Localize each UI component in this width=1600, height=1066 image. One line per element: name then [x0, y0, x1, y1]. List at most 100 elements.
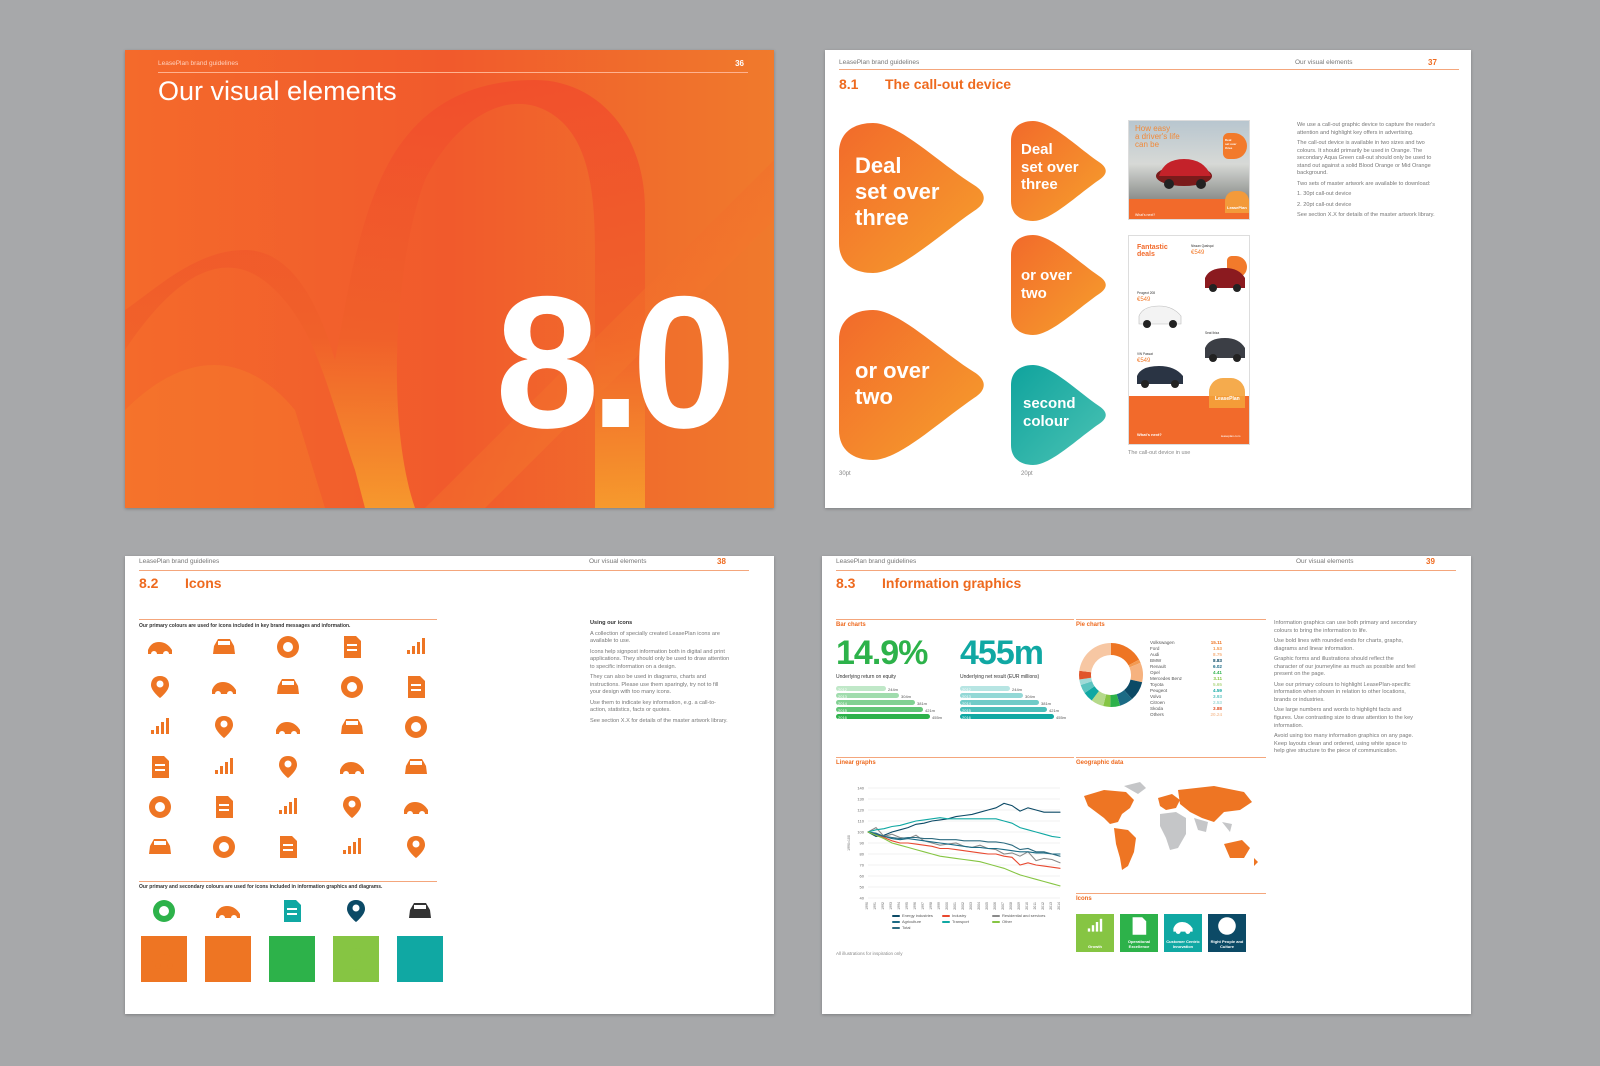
x-tick-label: 1999 — [937, 902, 941, 910]
section-title: Icons — [185, 575, 222, 591]
ad2-cta: What's next? — [1137, 432, 1162, 437]
x-tick-label: 1992 — [881, 902, 885, 910]
car-repair-icon — [337, 632, 367, 662]
pie-legend-label: BMW — [1150, 658, 1162, 663]
kpi-label: Operational Excellence — [1127, 939, 1151, 949]
section-heading: 8.1 The call-out device — [839, 76, 1011, 92]
header-rule — [158, 72, 748, 73]
driver-support-icon — [337, 672, 367, 702]
y-tick-label: 80 — [860, 852, 865, 857]
pie-legend-value: 4.59 — [1213, 688, 1222, 693]
car-sale-icon — [209, 632, 239, 662]
footnote: All illustrations for inspiration only — [836, 951, 903, 956]
kpi-tile: Right People and Culture — [1208, 914, 1246, 952]
legend-label: Other — [1002, 919, 1013, 924]
x-tick-label: 1995 — [905, 902, 909, 910]
section-heading: 8.3 Information graphics — [836, 575, 1021, 591]
car-name: Peugeot 208 — [1137, 291, 1156, 295]
x-tick-label: 2005 — [985, 902, 989, 910]
pie-slice — [1110, 694, 1121, 707]
x-tick-label: 2007 — [1001, 902, 1005, 910]
car-crash-icon — [145, 632, 175, 662]
pie-rule — [1076, 619, 1266, 620]
legend-label: Agriculture — [902, 919, 922, 924]
car-name: VW Passat — [1137, 352, 1153, 356]
secondary-icons-label: Our primary and secondary colours are us… — [139, 884, 383, 890]
x-tick-label: 2010 — [1025, 902, 1029, 910]
bar-value-label: 304m — [901, 693, 912, 699]
car-emission-icon — [405, 896, 435, 926]
running-section: Our visual elements — [589, 558, 647, 565]
pie-legend-value: 15.11 — [1210, 640, 1222, 645]
people-culture-icon — [1218, 917, 1236, 935]
x-tick-label: 2012 — [1041, 902, 1045, 910]
header-rule — [839, 69, 1459, 70]
pie-legend-value: 20.24 — [1210, 712, 1223, 717]
section-heading: 8.2 Icons — [139, 575, 222, 591]
pie-legend-value: 5.65 — [1213, 682, 1222, 687]
size-label-30pt: 30pt — [839, 471, 851, 477]
pie-legend-label: Citroen — [1150, 700, 1165, 705]
x-tick-label: 1997 — [921, 902, 925, 910]
pie-slice — [1084, 686, 1099, 701]
kpi-tile: Growth — [1076, 914, 1114, 952]
car-lift-icon — [209, 792, 239, 822]
bar-category-label: 2012 — [962, 686, 971, 692]
car-card-icon — [337, 712, 367, 742]
bar-value-label: 381m — [917, 700, 928, 706]
running-section: Our visual elements — [1296, 558, 1354, 565]
line-series — [867, 817, 1061, 839]
y-tick-label: 50 — [860, 885, 865, 890]
checklist-icon — [1132, 917, 1147, 935]
x-tick-label: 2011 — [1033, 902, 1037, 910]
pie-slice — [1079, 643, 1111, 673]
y-tick-label: 110 — [858, 819, 865, 824]
bar-category-label: 2012 — [838, 686, 847, 692]
bar-category-label: 2013 — [962, 693, 971, 699]
pie-legend-label: Others — [1150, 712, 1164, 717]
y-tick-label: 70 — [860, 863, 865, 868]
running-header: LeasePlan brand guidelines — [158, 60, 239, 67]
pie-chart — [1079, 643, 1143, 707]
page-number: 37 — [1428, 58, 1437, 67]
car-finance-icon — [145, 672, 175, 702]
section-number: 8.3 — [836, 575, 856, 591]
header-rule — [836, 570, 1456, 571]
bar-charts-heading: Bar charts — [836, 622, 866, 628]
bar-value-label: 381m — [1041, 700, 1052, 706]
primary-icons-label: Our primary colours are used for icons i… — [139, 623, 351, 629]
journeyline-graphic — [125, 50, 774, 508]
legend-label: Transport — [952, 919, 969, 924]
section-number: 8.2 — [139, 575, 159, 591]
car-arrow-icon — [141, 936, 187, 982]
ad-logo-shape — [1225, 191, 1249, 213]
bar-value-label: 244m — [1012, 686, 1023, 692]
kpi-tile: Operational Excellence — [1120, 914, 1158, 952]
infographics-body-copy: Information graphics can use both primar… — [1274, 620, 1417, 755]
y-tick-label: 40 — [860, 896, 865, 901]
section-title: The call-out device — [885, 76, 1012, 92]
location-pin-icon — [145, 752, 175, 782]
x-tick-label: 1990 — [865, 902, 869, 910]
car-service-icon — [209, 752, 239, 782]
car-fast-icon — [401, 672, 431, 702]
car-price: €549 — [1137, 297, 1151, 303]
legend-label: Industry — [952, 913, 967, 918]
car-connected-icon — [337, 792, 367, 822]
ad-example-1: How easy a driver's life can be Deal set… — [1128, 120, 1250, 220]
page-number: 38 — [717, 557, 726, 566]
y-tick-label: 60 — [860, 874, 865, 879]
ad2-headline: Fantastic deals — [1137, 244, 1168, 258]
ad2-logo-shape — [1209, 378, 1245, 408]
pie-slice — [1111, 643, 1140, 666]
x-tick-label: 2013 — [1049, 902, 1053, 910]
line-series — [867, 831, 1061, 869]
bar-category-label: 2016 — [962, 714, 971, 720]
growth-chart-icon — [401, 752, 431, 782]
car-wash-icon — [213, 896, 243, 926]
kpi-label: Customer Centric Innovation — [1166, 939, 1200, 949]
no-parking-icon — [145, 712, 175, 742]
car-breakdown-icon — [273, 632, 303, 662]
legend-swatch — [892, 926, 900, 929]
bar-rule — [836, 619, 1074, 620]
